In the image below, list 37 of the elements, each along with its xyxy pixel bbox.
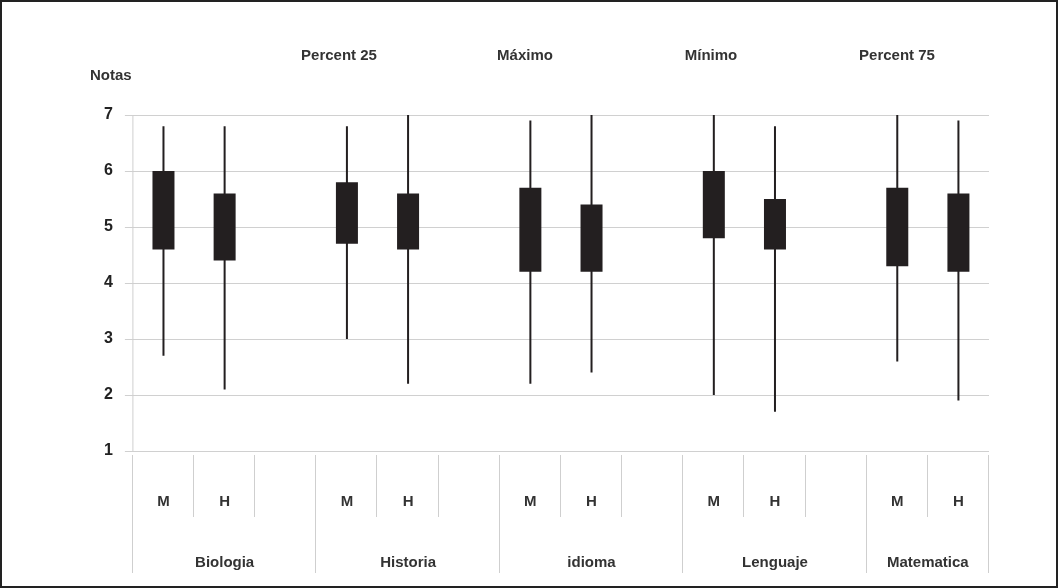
candlestick (763, 126, 786, 412)
candlestick (152, 126, 175, 356)
x-tick-label: M (707, 492, 721, 510)
y-tick-label: 7 (103, 105, 113, 123)
x-tick-label: M (524, 492, 537, 510)
candlestick (335, 126, 358, 339)
candlestick (947, 120, 970, 401)
candlestick (886, 115, 909, 362)
text: Máximo (497, 46, 553, 64)
x-tick-label: H (769, 492, 781, 510)
x-tick-label: M (340, 492, 354, 510)
text: Lenguaje (742, 553, 808, 571)
text: Historia (380, 553, 437, 571)
text: idioma (567, 553, 617, 571)
candlestick (702, 115, 725, 395)
text: Percent 75 (859, 46, 935, 64)
text: Mínimo (684, 46, 738, 64)
candlestick (397, 115, 420, 384)
text: Matematica (887, 553, 970, 571)
y-tick-label: 2 (103, 385, 113, 403)
y-tick-label: 1 (103, 441, 113, 459)
y-tick-label: 5 (103, 217, 113, 235)
y-tick-label: 6 (103, 161, 113, 179)
x-tick-label: M (891, 492, 904, 510)
x-tick-label: M (157, 492, 170, 510)
text: Percent 25 (301, 46, 377, 64)
x-tick-label: H (219, 492, 231, 510)
y-tick-label: 3 (103, 329, 113, 347)
y-axis-title: Notas (90, 66, 132, 84)
candlestick (580, 115, 603, 373)
y-tick-label: 4 (103, 273, 113, 291)
x-tick-label: H (402, 492, 414, 510)
candlestick (519, 120, 542, 384)
text: Biologia (195, 553, 255, 571)
x-tick-label: H (586, 492, 597, 510)
x-tick-label: H (953, 492, 964, 510)
candlestick (213, 126, 236, 390)
